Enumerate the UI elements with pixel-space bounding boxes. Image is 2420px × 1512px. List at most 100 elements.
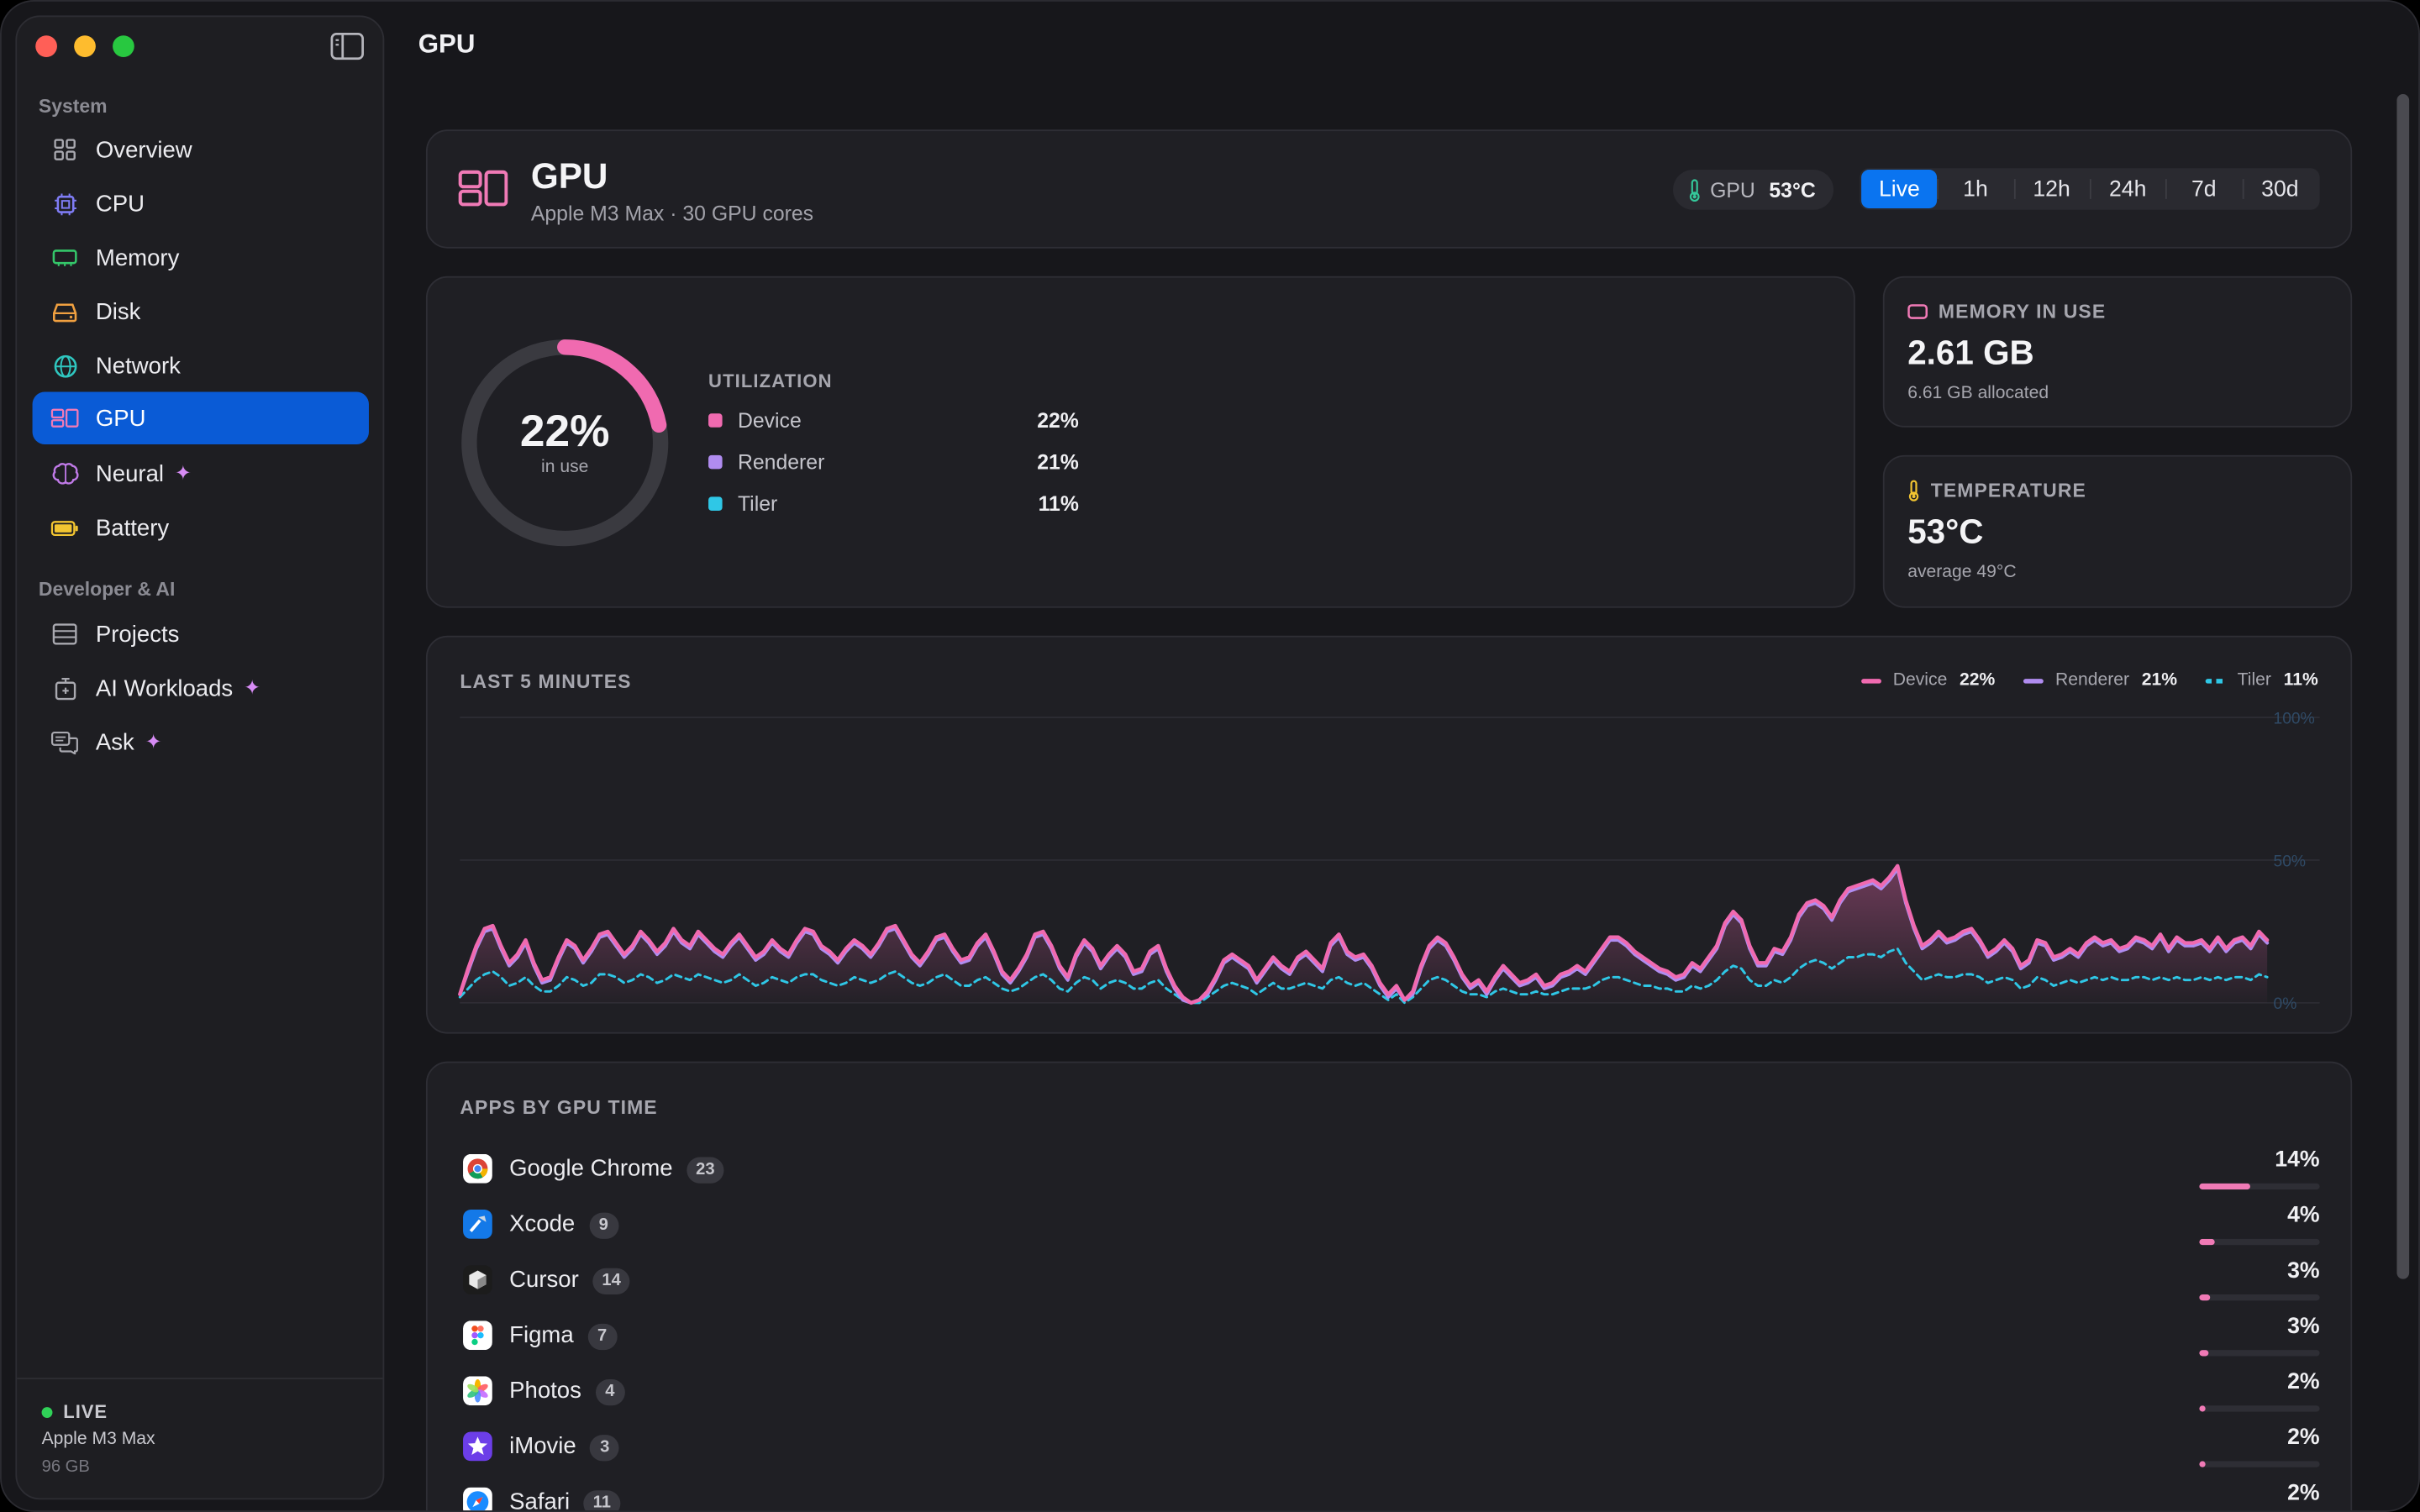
y-tick-label: 100% xyxy=(2274,710,2315,727)
utilization-row-renderer: Renderer 21% xyxy=(708,450,1079,474)
legend-value: 11% xyxy=(2283,670,2318,690)
memory-icon xyxy=(1907,304,1928,319)
app-process-count: 7 xyxy=(587,1323,618,1351)
utilization-row-value: 21% xyxy=(1037,450,1079,474)
scrollbar[interactable] xyxy=(2396,94,2410,1279)
sidebar-item-network[interactable]: Network xyxy=(33,339,369,391)
sidebar-item-label: CPU xyxy=(95,190,145,218)
total-memory: 96 GB xyxy=(41,1457,90,1477)
device-area xyxy=(460,865,2268,1003)
battery-icon xyxy=(50,515,79,539)
page-title: GPU xyxy=(418,29,476,59)
app-name: Xcode xyxy=(509,1210,576,1238)
projects-icon xyxy=(51,622,79,646)
utilization-title: UTILIZATION xyxy=(708,370,833,392)
app-name-wrap: iMovie 3 xyxy=(509,1433,620,1462)
imovie-icon xyxy=(463,1431,492,1462)
sidebar-item-label: Neural xyxy=(95,460,165,487)
temperature-card-sub: average 49°C xyxy=(1907,563,2017,582)
sidebar-item-gpu[interactable]: GPU xyxy=(32,391,369,444)
utilization-row-tiler: Tiler 11% xyxy=(708,491,1079,516)
sidebar-item-ai-workloads[interactable]: AI Workloads ✦ xyxy=(33,662,369,714)
tiler-line xyxy=(458,947,2269,1005)
app-row[interactable]: Xcode 9 4% xyxy=(460,1203,2320,1247)
legend-value: 22% xyxy=(1960,670,1996,690)
grid-icon xyxy=(51,137,79,161)
legend-marker-device xyxy=(1860,678,1881,683)
history-chart-card: LAST 5 MINUTES Device 22% Renderer 21% Til… xyxy=(425,635,2353,1034)
app-gpu-bar-fill xyxy=(2199,1405,2206,1412)
sidebar-item-overview[interactable]: Overview xyxy=(33,123,369,176)
gpu-subtitle: Apple M3 Max · 30 GPU cores xyxy=(530,202,814,226)
section-label-system: System xyxy=(38,95,108,118)
sidebar-item-label: Memory xyxy=(95,244,180,271)
app-gpu-bar xyxy=(2199,1405,2320,1412)
app-name-wrap: Google Chrome 23 xyxy=(509,1156,724,1185)
sidebar-item-label: Projects xyxy=(95,621,180,648)
temperature-pill-label: GPU xyxy=(1710,178,1755,202)
device-line xyxy=(458,864,2270,1005)
sidebar-item-label: Overview xyxy=(95,136,192,163)
range-1h-button[interactable]: 1h xyxy=(1937,170,2014,208)
sidebar-item-cpu[interactable]: CPU xyxy=(33,177,369,229)
legend-item-device: Device 22% xyxy=(1860,671,1995,690)
app-gpu-percent: 4% xyxy=(2287,1203,2320,1229)
app-name-wrap: Xcode 9 xyxy=(509,1211,618,1241)
close-window-button[interactable] xyxy=(35,35,57,57)
sidebar-item-label: AI Workloads xyxy=(95,675,234,701)
thermometer-icon xyxy=(1688,178,1701,202)
app-gpu-bar-fill xyxy=(2199,1461,2206,1467)
sidebar-toggle-icon[interactable] xyxy=(330,33,365,60)
utilization-row-name: Tiler xyxy=(737,491,778,516)
sidebar-item-battery[interactable]: Battery xyxy=(33,501,369,554)
app-gpu-percent: 2% xyxy=(2287,1370,2320,1395)
app-row[interactable]: Safari 11 2% xyxy=(460,1481,2320,1512)
sparkle-icon: ✦ xyxy=(244,675,261,700)
gpu-icon xyxy=(458,170,508,214)
range-24h-button[interactable]: 24h xyxy=(2089,170,2166,208)
app-gpu-bar xyxy=(2199,1294,2320,1301)
sidebar-item-label: Network xyxy=(95,352,181,379)
sidebar-item-ask[interactable]: Ask ✦ xyxy=(33,716,369,768)
sidebar: System Overview CPU Memory Disk Network … xyxy=(15,15,385,1500)
legend-name: Tiler xyxy=(2237,670,2271,690)
chart-title: LAST 5 MINUTES xyxy=(460,670,632,693)
minimize-window-button[interactable] xyxy=(74,35,96,57)
app-gpu-bar-fill xyxy=(2199,1183,2250,1190)
legend-value: 21% xyxy=(2141,670,2178,690)
temperature-pill-value: 53°C xyxy=(1769,178,1816,202)
range-30d-button[interactable]: 30d xyxy=(2242,170,2318,208)
sidebar-item-label: Battery xyxy=(95,514,170,541)
app-gpu-percent: 3% xyxy=(2287,1314,2320,1340)
disk-icon xyxy=(51,299,79,323)
app-gpu-bar xyxy=(2199,1461,2320,1467)
legend-name: Renderer xyxy=(2054,670,2130,690)
sidebar-item-projects[interactable]: Projects xyxy=(33,608,369,660)
y-tick-label: 50% xyxy=(2274,853,2307,870)
app-row[interactable]: Cursor 14 3% xyxy=(460,1259,2320,1304)
sparkle-icon: ✦ xyxy=(145,729,162,753)
app-name: Safari xyxy=(509,1488,571,1512)
sparkle-icon: ✦ xyxy=(174,461,192,485)
photos-icon xyxy=(463,1376,492,1406)
app-gpu-percent: 2% xyxy=(2287,1425,2320,1451)
utilization-percent: 22% xyxy=(519,407,610,457)
app-row[interactable]: iMovie 3 2% xyxy=(460,1425,2320,1470)
thermometer-icon xyxy=(1907,480,1920,501)
range-live-button[interactable]: Live xyxy=(1861,170,1938,208)
app-process-count: 11 xyxy=(583,1490,621,1511)
app-row[interactable]: Google Chrome 23 14% xyxy=(460,1148,2320,1192)
sidebar-item-memory[interactable]: Memory xyxy=(33,232,369,284)
window-controls xyxy=(35,35,134,57)
utilization-card: 22% in use UTILIZATION Device 22% Render… xyxy=(425,276,1855,608)
range-7d-button[interactable]: 7d xyxy=(2165,170,2243,208)
range-12h-button[interactable]: 12h xyxy=(2013,170,2090,208)
zoom-window-button[interactable] xyxy=(113,35,134,57)
sidebar-item-neural[interactable]: Neural ✦ xyxy=(33,448,369,500)
app-name-wrap: Cursor 14 xyxy=(509,1267,630,1296)
app-row[interactable]: Photos 4 2% xyxy=(460,1370,2320,1415)
history-chart: 100% 50% 0% xyxy=(458,710,2320,1013)
sidebar-item-disk[interactable]: Disk xyxy=(33,286,369,338)
app-row[interactable]: Figma 7 3% xyxy=(460,1314,2320,1359)
utilization-row-value: 11% xyxy=(1038,491,1079,516)
